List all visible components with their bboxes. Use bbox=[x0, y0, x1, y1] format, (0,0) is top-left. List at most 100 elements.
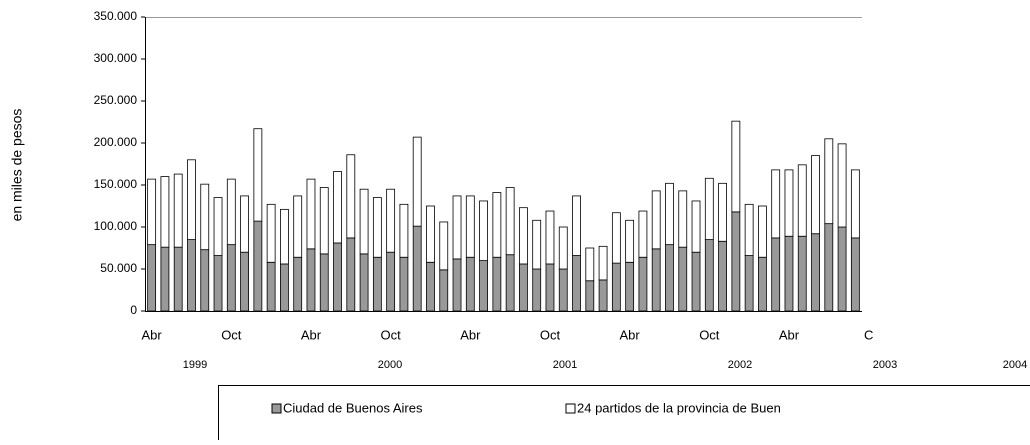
bar bbox=[187, 160, 195, 240]
bar bbox=[440, 270, 448, 311]
bar bbox=[652, 249, 660, 311]
bar bbox=[360, 189, 368, 254]
bar bbox=[161, 247, 169, 311]
bar bbox=[187, 240, 195, 311]
bar bbox=[559, 269, 567, 311]
bar bbox=[174, 247, 182, 311]
bar bbox=[785, 170, 793, 236]
bar bbox=[679, 191, 687, 247]
bar bbox=[466, 257, 474, 311]
bar bbox=[148, 245, 156, 311]
bar bbox=[201, 184, 209, 250]
bar bbox=[586, 281, 594, 311]
bar bbox=[214, 198, 222, 256]
bar bbox=[586, 248, 594, 281]
year-label: 2004 bbox=[1003, 359, 1027, 371]
bar bbox=[453, 259, 461, 311]
year-label: 2003 bbox=[873, 359, 897, 371]
y-tick-label: 200.000 bbox=[94, 135, 138, 149]
bar bbox=[347, 238, 355, 311]
bar bbox=[214, 256, 222, 311]
bar bbox=[280, 264, 288, 311]
bar bbox=[612, 263, 620, 311]
bar bbox=[719, 241, 727, 311]
bar bbox=[453, 196, 461, 259]
bar bbox=[506, 188, 514, 255]
bar bbox=[320, 188, 328, 254]
bar bbox=[665, 245, 673, 311]
bar bbox=[665, 183, 673, 244]
bar bbox=[692, 252, 700, 311]
bar bbox=[652, 191, 660, 249]
x-tick-label: Abr bbox=[460, 327, 481, 342]
bar bbox=[241, 252, 249, 311]
bar bbox=[719, 183, 727, 241]
y-tick-label: 0 bbox=[130, 303, 137, 317]
bar bbox=[400, 204, 408, 257]
bar bbox=[758, 257, 766, 311]
legend-swatch bbox=[566, 404, 575, 413]
bar bbox=[307, 249, 315, 311]
bar bbox=[506, 255, 514, 311]
bar bbox=[241, 196, 249, 252]
year-label: 2001 bbox=[553, 359, 577, 371]
bar bbox=[546, 211, 554, 264]
bar bbox=[599, 280, 607, 311]
bar bbox=[772, 238, 780, 311]
bar bbox=[294, 196, 302, 257]
bar bbox=[400, 257, 408, 311]
bar bbox=[692, 201, 700, 252]
bar bbox=[493, 193, 501, 258]
bar bbox=[745, 256, 753, 311]
y-tick-label: 150.000 bbox=[94, 177, 138, 191]
x-tick-label: C bbox=[864, 327, 873, 342]
bar bbox=[280, 209, 288, 264]
bar bbox=[227, 179, 235, 245]
bar bbox=[480, 261, 488, 311]
bar bbox=[267, 262, 275, 311]
bar bbox=[758, 206, 766, 257]
bar bbox=[227, 245, 235, 311]
y-tick-label: 50.000 bbox=[100, 261, 137, 275]
bar bbox=[519, 208, 527, 264]
bar bbox=[426, 262, 434, 311]
bar bbox=[334, 172, 342, 243]
bar bbox=[480, 201, 488, 261]
bar bbox=[626, 262, 634, 311]
year-label: 2002 bbox=[728, 359, 752, 371]
bar bbox=[559, 227, 567, 269]
x-tick-label: Abr bbox=[779, 327, 800, 342]
bar bbox=[639, 257, 647, 311]
bar bbox=[148, 179, 156, 245]
bar bbox=[573, 196, 581, 256]
bar bbox=[267, 204, 275, 262]
bar bbox=[812, 156, 820, 234]
x-tick-label: Abr bbox=[620, 327, 641, 342]
legend-label: Ciudad de Buenos Aires bbox=[283, 400, 423, 415]
bar bbox=[413, 226, 421, 311]
bar bbox=[612, 213, 620, 263]
bar bbox=[573, 256, 581, 311]
x-tick-label: Oct bbox=[221, 327, 242, 342]
bar bbox=[705, 240, 713, 311]
x-tick-label: Abr bbox=[301, 327, 322, 342]
bar bbox=[732, 212, 740, 311]
bar bbox=[334, 243, 342, 311]
bar bbox=[360, 254, 368, 311]
bar bbox=[161, 177, 169, 248]
bar bbox=[825, 139, 833, 224]
bar bbox=[307, 179, 315, 249]
bar bbox=[387, 252, 395, 311]
bar bbox=[732, 121, 740, 212]
bar bbox=[599, 246, 607, 280]
bar bbox=[679, 247, 687, 311]
bar bbox=[413, 137, 421, 226]
bar bbox=[533, 220, 541, 269]
x-tick-label: Oct bbox=[381, 327, 402, 342]
legend-label: 24 partidos de la provincia de Buen bbox=[577, 400, 781, 415]
y-tick-label: 100.000 bbox=[94, 219, 138, 233]
bar bbox=[373, 198, 381, 258]
bar bbox=[174, 174, 182, 247]
